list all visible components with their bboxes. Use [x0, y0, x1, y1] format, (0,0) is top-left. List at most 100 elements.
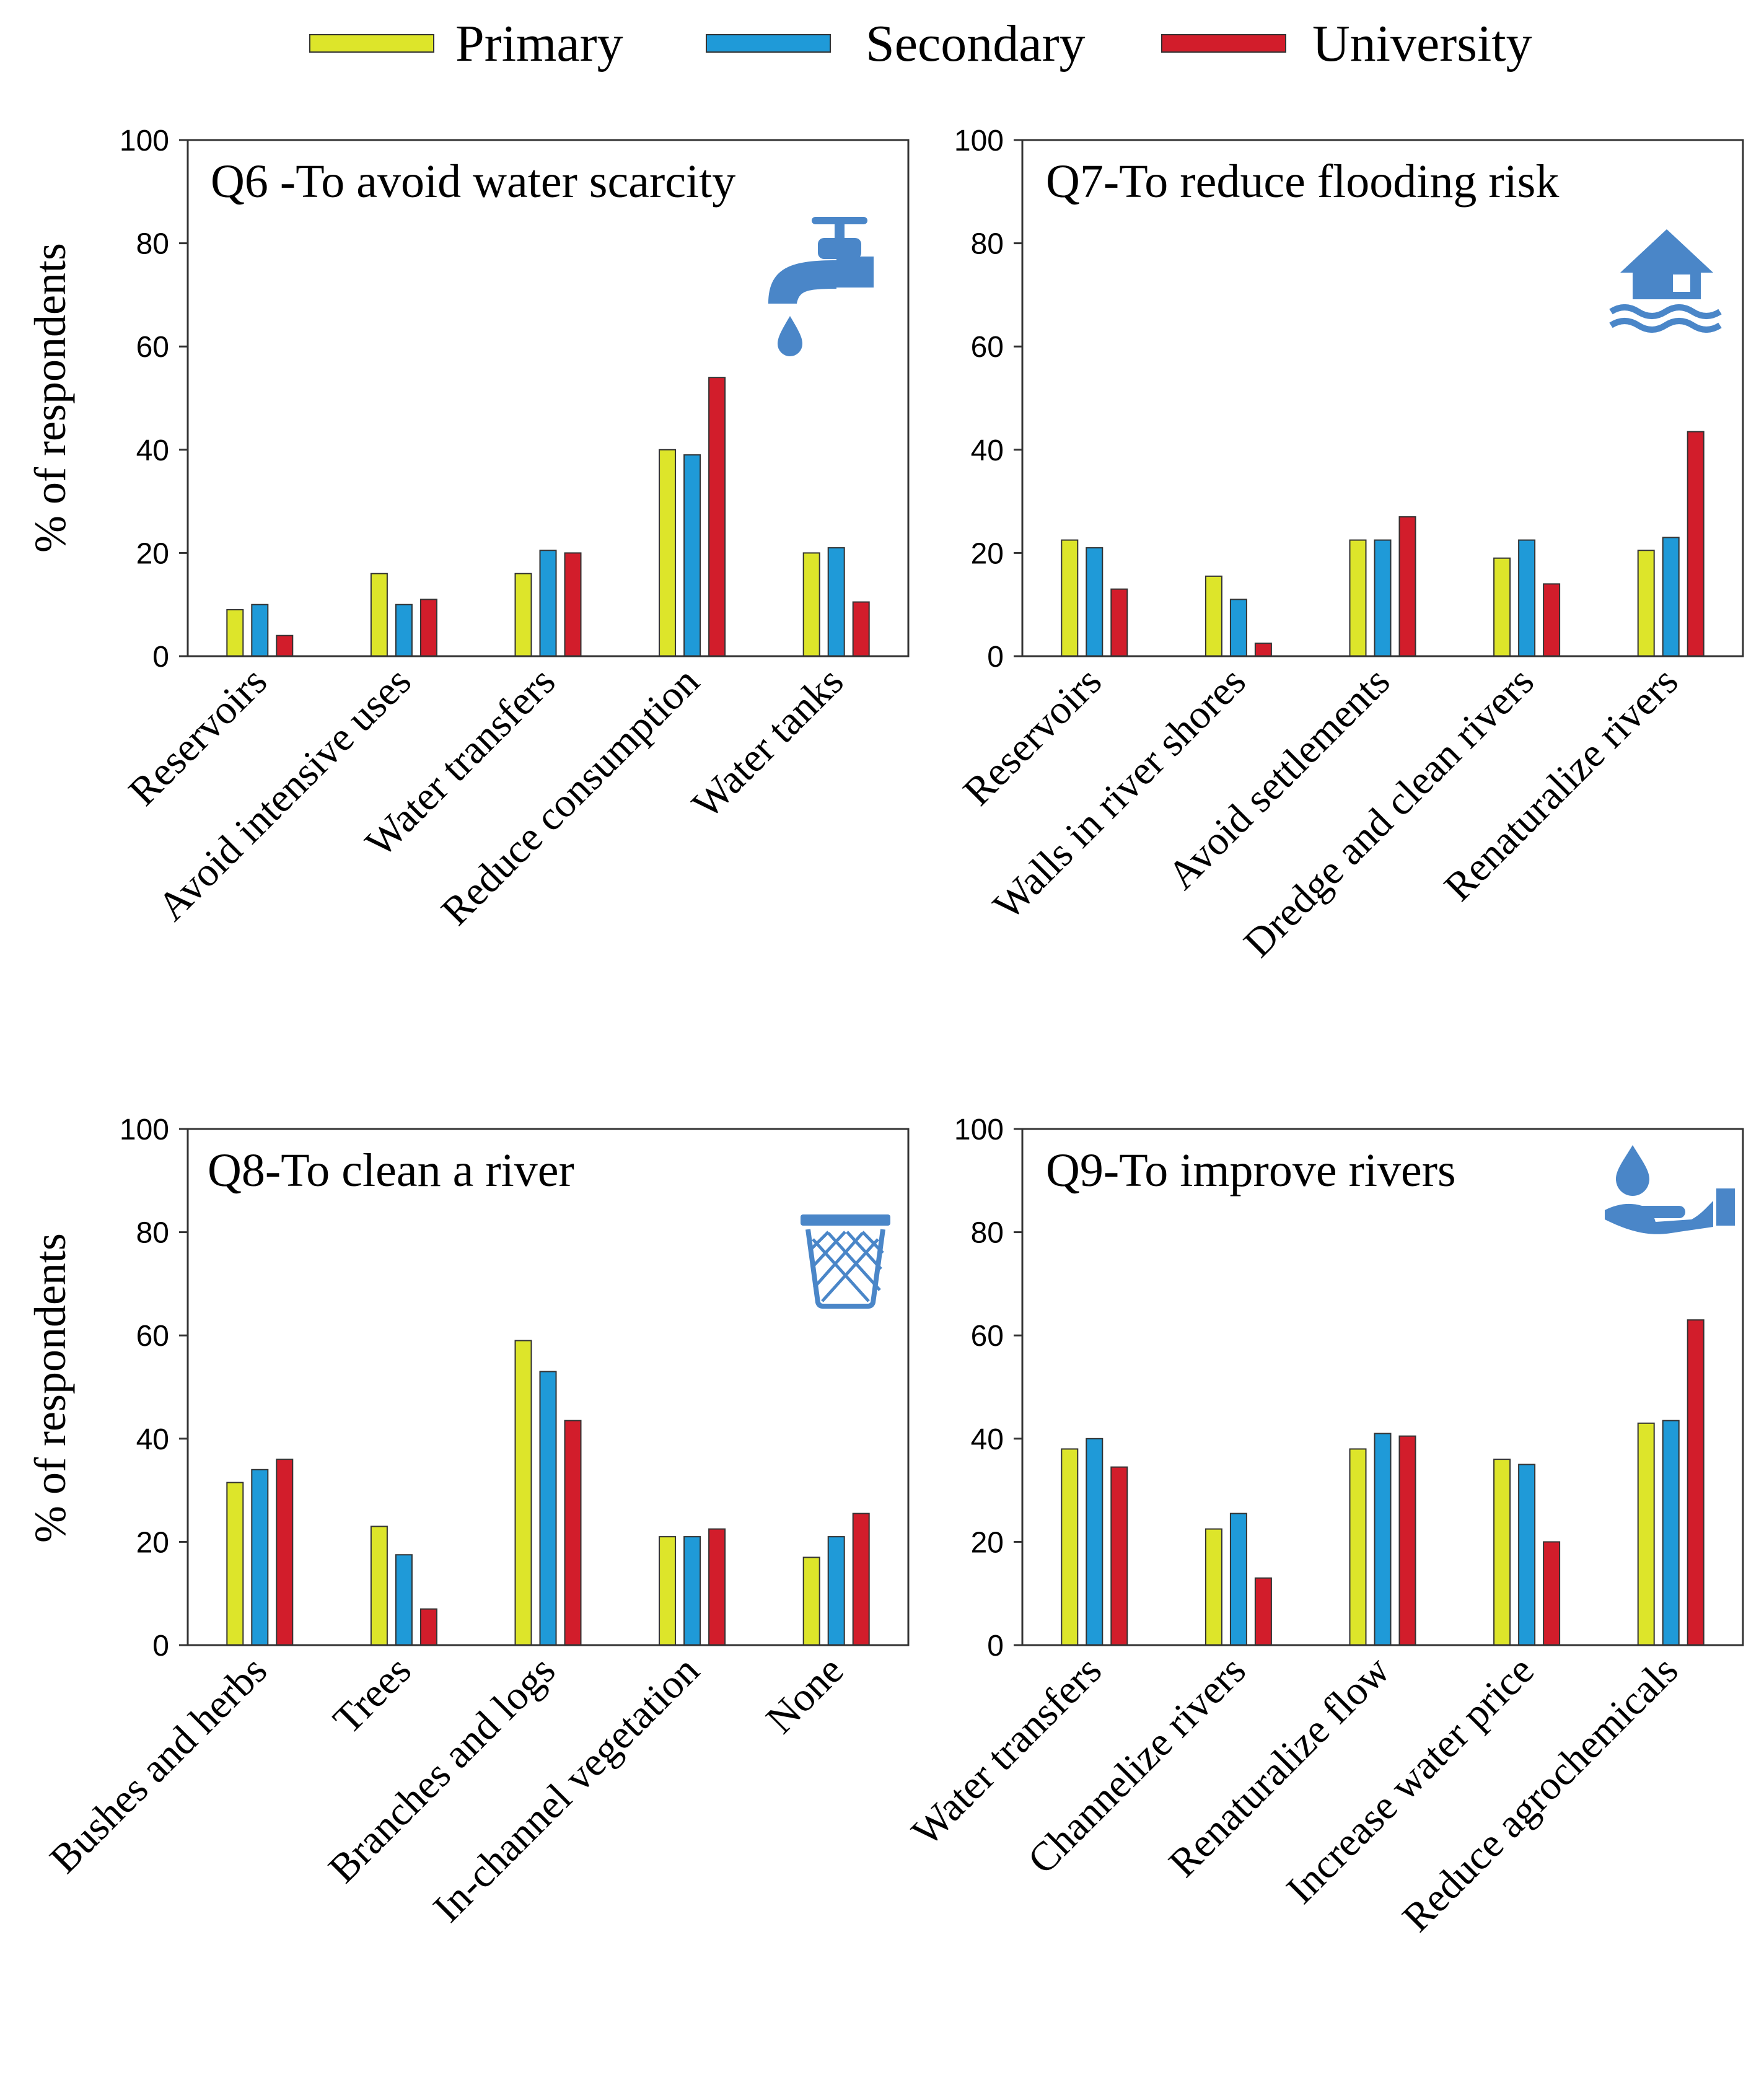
q6-y-axis-label: % of respondents — [25, 243, 75, 553]
q7-category-label: Reservoirs — [955, 659, 1110, 814]
q6-bar-university — [708, 377, 726, 657]
q7-category-label: Walls in river shores — [985, 659, 1254, 928]
legend-label-primary: Primary — [455, 15, 623, 72]
q6-bar-primary — [514, 573, 532, 657]
q9-bar-secondary — [1518, 1464, 1536, 1646]
q6-bar-secondary — [395, 604, 413, 657]
q7-y-tick-label: 40 — [971, 434, 1004, 467]
q9-y-tick-label: 100 — [954, 1113, 1004, 1146]
q8-category-label: Bushes and herbs — [42, 1648, 276, 1882]
legend-swatch-primary — [309, 34, 434, 53]
water-tap-icon — [768, 217, 874, 356]
q9-bar-secondary — [1086, 1438, 1104, 1646]
q7-bar-secondary — [1086, 547, 1104, 657]
q7-bar-secondary — [1662, 537, 1680, 657]
q6-category-label: Reduce consumption — [432, 659, 708, 934]
q7-bar-university — [1398, 516, 1416, 657]
q6-bar-secondary — [827, 547, 845, 657]
q7-bar-secondary — [1229, 599, 1247, 657]
q8-y-tick-label: 60 — [136, 1320, 169, 1353]
q7-bar-primary — [1061, 539, 1079, 657]
q6-bar-primary — [802, 552, 820, 657]
q7-bar-primary — [1493, 557, 1511, 657]
q8-bar-primary — [802, 1557, 820, 1646]
q6-category-label: Water tanks — [683, 659, 852, 827]
q9-bar-primary — [1061, 1448, 1079, 1646]
q9-bar-secondary — [1229, 1513, 1247, 1646]
q8-y-axis-label: % of respondents — [25, 1233, 75, 1543]
q7-y-tick-label: 60 — [971, 331, 1004, 364]
q7-category-label: Dredge and clean rivers — [1235, 659, 1543, 966]
q8-bar-university — [852, 1513, 870, 1646]
q8-category-label: None — [758, 1648, 853, 1742]
q9-bar-primary — [1349, 1448, 1367, 1646]
q6-bar-primary — [226, 609, 244, 657]
q8-bar-primary — [370, 1526, 388, 1646]
q9-chart-title: Q9-To improve rivers — [1046, 1144, 1456, 1197]
q6-bar-university — [564, 552, 582, 657]
q7-plot-frame — [1021, 139, 1744, 657]
q8-y-ticks: 0 20 40 60 80 100 — [120, 1113, 188, 1662]
q6-bar-primary — [370, 573, 388, 657]
q8-chart-title: Q8-To clean a river — [208, 1144, 574, 1197]
q7-y-tick-label: 80 — [971, 228, 1004, 261]
q8-y-tick-label: 80 — [136, 1217, 169, 1250]
q7-bar-university — [1254, 643, 1272, 657]
q8-category-label: In-channel vegetation — [425, 1648, 708, 1931]
q6-bar-university — [852, 601, 870, 657]
q7-bar-university — [1543, 583, 1561, 657]
q7-y-ticks: 0 20 40 60 80 100 — [954, 125, 1022, 674]
q8-bar-primary — [514, 1340, 532, 1646]
q6-bar-primary — [659, 449, 677, 657]
q9-y-tick-label: 60 — [971, 1320, 1004, 1353]
q8-bar-secondary — [683, 1536, 701, 1646]
q9-bar-university — [1543, 1541, 1561, 1646]
q9-bar-university — [1254, 1577, 1272, 1646]
q9-category-label: Increase water price — [1278, 1648, 1542, 1912]
q7-bar-university — [1687, 431, 1705, 657]
q7-bar-primary — [1637, 550, 1655, 657]
q6-y-ticks: 0 20 40 60 80 100 — [120, 125, 188, 674]
q7-bar-secondary — [1374, 539, 1392, 657]
q7-bar-university — [1110, 588, 1128, 657]
q9-bar-university — [1110, 1466, 1128, 1646]
q6-category-label: Reservoirs — [120, 659, 276, 814]
q9-bar-university — [1398, 1435, 1416, 1646]
legend-label-university: University — [1312, 15, 1532, 72]
legend-label-secondary: Secondary — [866, 15, 1086, 72]
q7-bar-primary — [1205, 575, 1222, 657]
q9-y-tick-label: 0 — [987, 1630, 1004, 1662]
q7-y-tick-label: 20 — [971, 537, 1004, 570]
q6-bar-university — [276, 635, 294, 657]
q6-bar-secondary — [251, 604, 269, 657]
legend-swatch-secondary — [706, 34, 831, 53]
q9-plot-frame — [1021, 1128, 1744, 1646]
q8-bar-university — [419, 1608, 437, 1646]
q6-bars — [226, 377, 870, 657]
q9-bar-university — [1687, 1319, 1705, 1646]
q8-bar-secondary — [395, 1554, 413, 1646]
q6-category-label: Avoid intensive uses — [149, 659, 419, 929]
q8-y-tick-label: 100 — [120, 1113, 169, 1146]
q8-bar-secondary — [539, 1371, 557, 1646]
q9-y-ticks: 0 20 40 60 80 100 — [954, 1113, 1022, 1662]
q6-bar-university — [419, 599, 437, 657]
q6-y-tick-label: 100 — [120, 125, 169, 157]
q7-bars — [1061, 431, 1705, 657]
q8-category-label: Trees — [325, 1648, 420, 1743]
q8-bar-primary — [226, 1482, 244, 1646]
q6-chart-title: Q6 -To avoid water scarcity — [211, 156, 735, 208]
q8-plot-frame — [186, 1128, 910, 1646]
q6-y-tick-label: 60 — [136, 331, 169, 364]
q8-bar-university — [564, 1420, 582, 1646]
q8-bar-secondary — [827, 1536, 845, 1646]
q9-bar-primary — [1637, 1422, 1655, 1646]
q8-y-tick-label: 0 — [152, 1630, 169, 1662]
